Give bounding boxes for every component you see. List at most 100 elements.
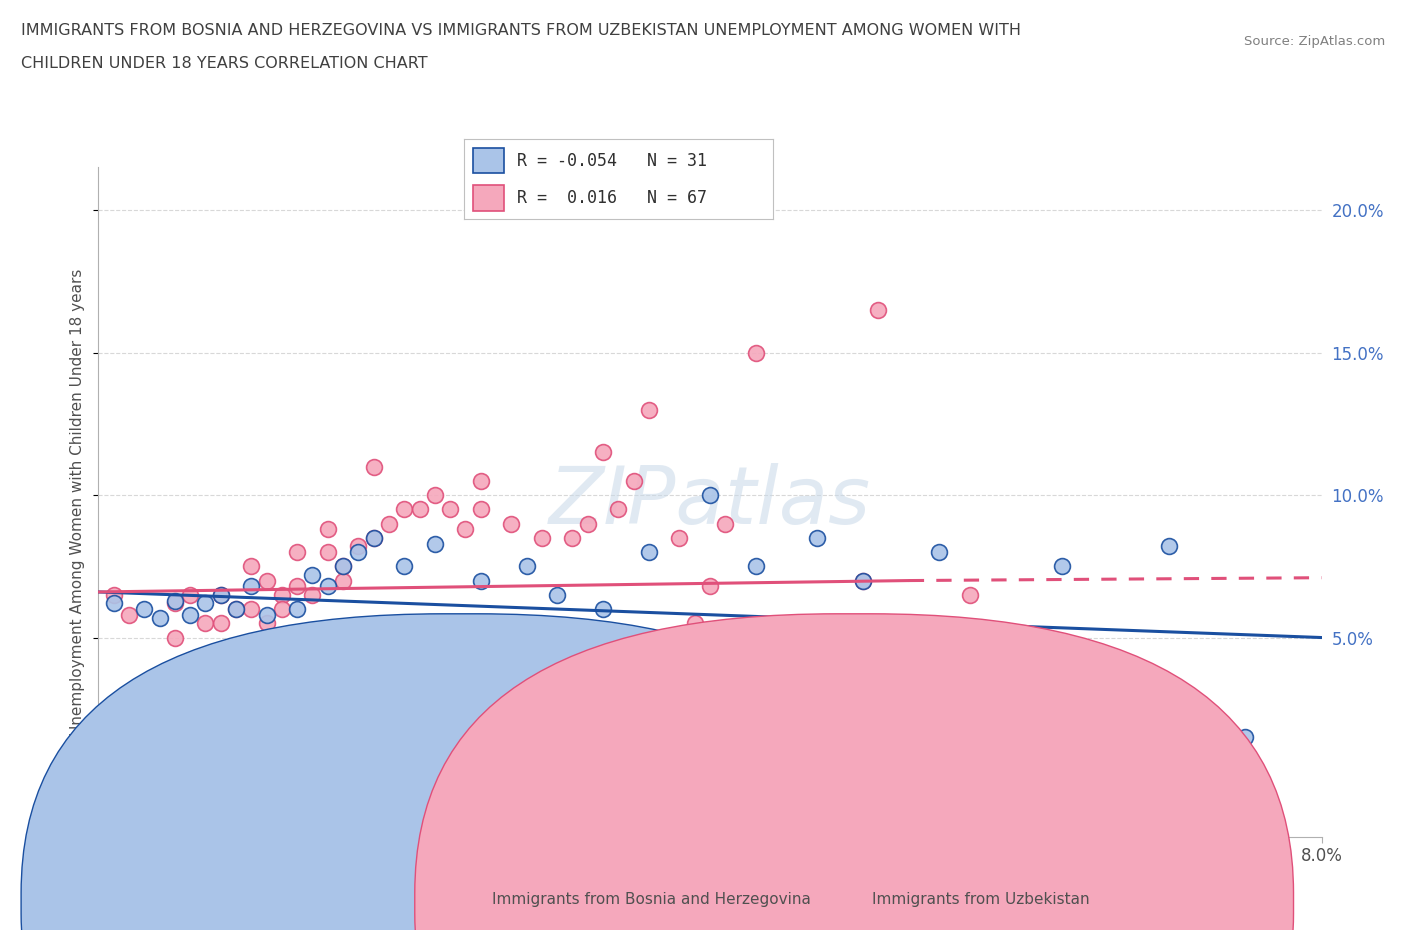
Point — [852, 573, 875, 588]
Y-axis label: Unemployment Among Women with Children Under 18 years: Unemployment Among Women with Children U… — [70, 269, 86, 736]
Point — [928, 545, 950, 560]
Point — [179, 588, 201, 603]
Text: Source: ZipAtlas.com: Source: ZipAtlas.com — [1244, 35, 1385, 48]
Text: CHILDREN UNDER 18 YEARS CORRELATION CHART: CHILDREN UNDER 18 YEARS CORRELATION CHAR… — [21, 56, 427, 71]
Point — [806, 644, 828, 659]
Point — [392, 502, 416, 517]
Point — [607, 502, 630, 517]
Point — [623, 473, 645, 488]
Point — [163, 596, 186, 611]
Point — [837, 658, 859, 673]
Point — [485, 644, 508, 659]
Text: R =  0.016   N = 67: R = 0.016 N = 67 — [516, 189, 707, 207]
Point — [103, 588, 125, 603]
Point — [516, 559, 538, 574]
Point — [163, 593, 186, 608]
Point — [530, 530, 553, 545]
Point — [576, 516, 599, 531]
Text: R = -0.054   N = 31: R = -0.054 N = 31 — [516, 152, 707, 170]
Point — [179, 607, 201, 622]
Point — [745, 559, 768, 574]
Point — [149, 701, 172, 716]
Point — [592, 445, 614, 459]
Point — [699, 487, 721, 502]
Point — [501, 516, 523, 531]
Point — [959, 588, 981, 603]
Point — [256, 616, 278, 631]
Point — [240, 578, 263, 593]
Point — [316, 522, 339, 537]
Point — [1035, 715, 1057, 730]
Point — [806, 530, 828, 545]
Point — [240, 559, 263, 574]
Point — [378, 516, 401, 531]
Point — [347, 545, 370, 560]
Point — [1081, 730, 1104, 745]
Point — [332, 573, 354, 588]
Point — [928, 687, 950, 702]
Point — [332, 559, 354, 574]
Text: Immigrants from Uzbekistan: Immigrants from Uzbekistan — [872, 892, 1090, 907]
Point — [316, 578, 339, 593]
Point — [163, 631, 186, 645]
Point — [1234, 730, 1257, 745]
Point — [209, 616, 232, 631]
Point — [423, 487, 446, 502]
Point — [209, 588, 232, 603]
Point — [852, 573, 875, 588]
Point — [392, 559, 416, 574]
Point — [301, 588, 323, 603]
Bar — [474, 148, 505, 174]
Point — [408, 502, 430, 517]
Point — [546, 588, 568, 603]
Point — [225, 602, 247, 617]
Point — [1157, 538, 1180, 553]
Point — [852, 658, 875, 673]
Point — [301, 567, 323, 582]
Point — [285, 602, 308, 617]
Point — [1004, 701, 1026, 716]
Bar — [474, 185, 505, 211]
Point — [225, 602, 247, 617]
Point — [363, 530, 385, 545]
Point — [256, 573, 278, 588]
Point — [256, 607, 278, 622]
Text: Immigrants from Bosnia and Herzegovina: Immigrants from Bosnia and Herzegovina — [492, 892, 811, 907]
Point — [134, 687, 156, 702]
Point — [561, 530, 583, 545]
Point — [652, 653, 675, 668]
Point — [454, 522, 477, 537]
Point — [149, 610, 172, 625]
Point — [332, 559, 354, 574]
Point — [270, 588, 294, 603]
Point — [868, 302, 890, 317]
Point — [423, 536, 446, 551]
Text: ZIPatlas: ZIPatlas — [548, 463, 872, 541]
Point — [897, 658, 920, 673]
Point — [179, 653, 201, 668]
Point — [363, 530, 385, 545]
Point — [699, 578, 721, 593]
Point — [546, 653, 568, 668]
Point — [592, 602, 614, 617]
Point — [316, 545, 339, 560]
Point — [516, 644, 538, 659]
Point — [1128, 701, 1150, 716]
Point — [637, 402, 661, 417]
Point — [637, 545, 661, 560]
Point — [775, 658, 797, 673]
Point — [470, 473, 492, 488]
Point — [745, 345, 768, 360]
Point — [285, 578, 308, 593]
Point — [883, 616, 905, 631]
Point — [363, 459, 385, 474]
Point — [470, 573, 492, 588]
Point — [209, 588, 232, 603]
Point — [103, 596, 125, 611]
Point — [1050, 559, 1073, 574]
Point — [347, 538, 370, 553]
Point — [240, 602, 263, 617]
Point — [285, 545, 308, 560]
Point — [668, 530, 690, 545]
Point — [714, 516, 737, 531]
